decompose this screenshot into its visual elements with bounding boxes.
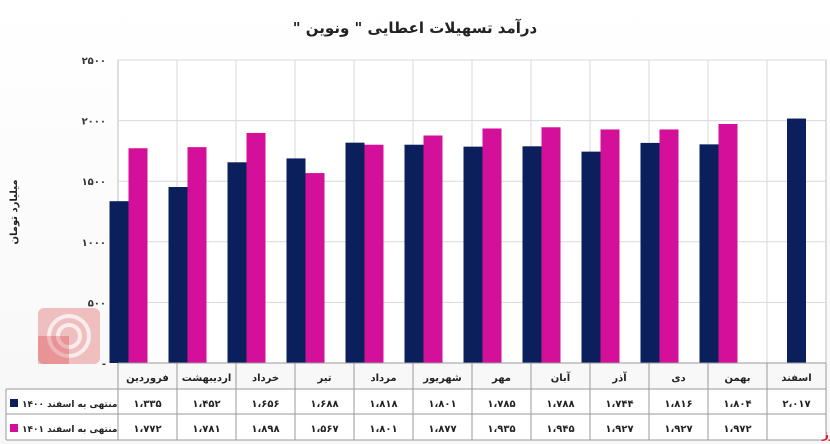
- data-label-series-1: ۱،۳۳۵: [133, 399, 161, 410]
- brand-logo-watermark: [38, 308, 100, 364]
- y-tick-label: ۲۵۰۰: [82, 56, 106, 67]
- legend-swatch-series-1: [10, 399, 18, 407]
- legend-series-1: منتهی به اسفند ۱۴۰۰: [22, 400, 117, 410]
- data-label-series-2: ۱،۵۶۷: [310, 424, 338, 435]
- bar-series-1: [109, 201, 129, 363]
- y-tick-label: ۵۰۰: [88, 298, 106, 309]
- data-label-series-1: ۱،۶۵۶: [251, 399, 279, 410]
- brand-name: بورس نیوز: [821, 427, 830, 442]
- bar-series-1: [787, 118, 806, 363]
- data-label-series-2: ۱،۸۷۷: [428, 424, 456, 435]
- data-label-series-2: ۱،۹۷۲: [723, 424, 751, 435]
- category-label: اردیبهشت: [182, 373, 232, 384]
- bar-series-2: [187, 147, 207, 363]
- y-tick-label: ۱۰۰۰: [82, 238, 106, 249]
- category-label: اسفند: [781, 373, 811, 384]
- bar-series-2: [128, 148, 148, 363]
- category-label: تیر: [316, 373, 331, 384]
- category-label: بهمن: [724, 373, 750, 384]
- data-label-series-2: ۱،۸۹۸: [251, 424, 279, 435]
- data-label-series-2: ۱،۷۷۲: [133, 424, 161, 435]
- data-label-series-1: ۱،۷۸۵: [487, 399, 515, 410]
- bar-series-2: [423, 135, 443, 363]
- category-label: فروردین: [126, 373, 169, 384]
- bar-series-2: [600, 129, 620, 363]
- y-tick-label: ۲۰۰۰: [82, 117, 106, 128]
- bar-series-1: [286, 158, 306, 363]
- data-label-series-1: ۱،۸۰۱: [428, 399, 456, 410]
- data-label-series-1: ۲،۰۱۷: [782, 399, 810, 410]
- bar-series-1: [168, 187, 188, 363]
- category-label: شهریور: [422, 373, 462, 384]
- data-label-series-2: ۱،۹۲۷: [605, 424, 633, 435]
- bar-series-1: [463, 146, 483, 363]
- bar-series-2: [482, 128, 502, 363]
- category-label: آذر: [611, 371, 627, 384]
- category-label: خرداد: [252, 373, 279, 384]
- data-label-series-2: ۱،۹۲۷: [664, 424, 692, 435]
- bar-series-1: [640, 142, 660, 363]
- data-label-series-2: ۱،۹۴۵: [546, 424, 574, 435]
- data-label-series-1: ۱،۴۵۲: [192, 399, 220, 410]
- data-label-series-1: ۱،۷۴۴: [605, 399, 633, 410]
- data-label-series-1: ۱،۸۱۸: [369, 399, 397, 410]
- category-label: مرداد: [370, 373, 396, 384]
- y-tick-label: ۱۵۰۰: [82, 177, 106, 188]
- data-label-series-2: ۱،۷۸۱: [192, 424, 220, 435]
- bar-series-2: [659, 129, 679, 363]
- y-tick-label: -: [102, 359, 106, 370]
- legend-series-2: منتهی به اسفند ۱۴۰۱: [22, 425, 117, 435]
- bar-series-1: [522, 146, 542, 363]
- bar-series-1: [699, 144, 719, 363]
- y-axis-label: میلیارد تومان: [9, 179, 20, 244]
- bar-series-2: [305, 173, 325, 363]
- data-label-series-2: ۱،۹۳۵: [487, 424, 515, 435]
- data-label-series-1: ۱،۶۸۸: [310, 399, 338, 410]
- bar-series-1: [581, 151, 601, 363]
- bar-series-2: [718, 123, 738, 364]
- category-label: مهر: [491, 373, 511, 384]
- category-label: دی: [671, 373, 685, 384]
- bar-series-2: [246, 132, 266, 363]
- legend-swatch-series-2: [10, 424, 18, 432]
- data-label-series-1: ۱،۸۰۴: [723, 399, 751, 410]
- data-label-series-1: ۱،۷۸۸: [546, 399, 574, 410]
- chart-title: درآمد تسهیلات اعطایی " ونوین ": [293, 19, 538, 37]
- data-label-series-2: ۱،۸۰۱: [369, 424, 397, 435]
- bar-series-1: [227, 162, 247, 363]
- bar-series-2: [364, 144, 384, 363]
- bar-series-2: [541, 127, 561, 364]
- bar-series-1: [345, 142, 365, 363]
- bar-series-1: [404, 144, 424, 363]
- category-label: آبان: [551, 371, 571, 384]
- data-label-series-1: ۱،۸۱۶: [664, 399, 692, 410]
